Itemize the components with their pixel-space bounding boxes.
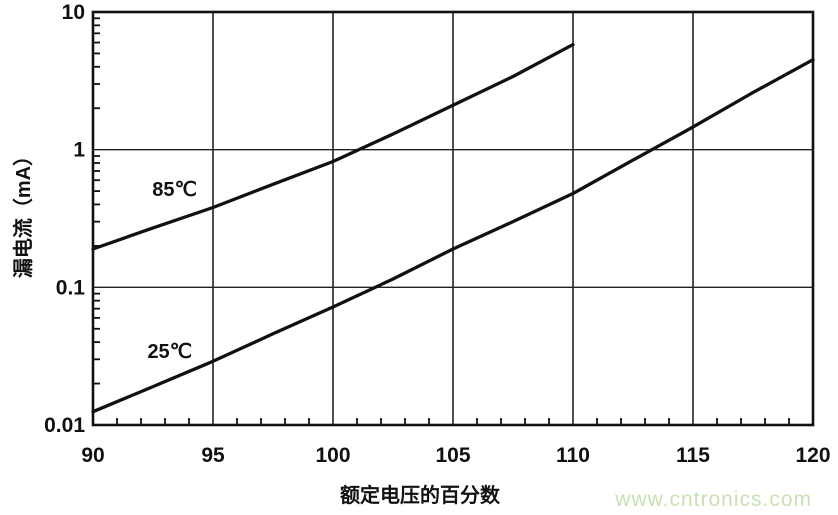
x-tick-label: 100 xyxy=(315,444,350,467)
series-curve-85 xyxy=(91,42,575,251)
tick-layer xyxy=(93,17,790,425)
series-label: 85℃ xyxy=(152,179,197,201)
plot-border xyxy=(91,10,815,427)
y-tick-label: 0.1 xyxy=(56,276,86,299)
watermark: www.cntronics.com xyxy=(614,488,812,511)
x-tick-label: 105 xyxy=(435,444,470,467)
x-axis-title: 额定电压的百分数 xyxy=(340,483,501,507)
y-axis-title: 漏电流（mA） xyxy=(11,146,35,278)
grid-layer xyxy=(91,10,815,427)
x-tick-label: 95 xyxy=(201,444,225,467)
series-curve-25 xyxy=(91,58,815,414)
curve-layer xyxy=(91,42,815,414)
y-tick-label: 10 xyxy=(62,1,85,24)
x-tick-label: 120 xyxy=(795,444,830,467)
x-tick-label: 115 xyxy=(676,444,710,467)
y-tick-label: 0.01 xyxy=(44,414,85,437)
y-tick-label: 1 xyxy=(73,139,85,162)
x-tick-label: 90 xyxy=(81,444,104,467)
label-layer: 90 95 100 105 110 115 120 10 1 0.1 0.01 85℃ 25℃ xyxy=(44,1,830,467)
series-label: 25℃ xyxy=(147,341,192,363)
x-tick-label: 110 xyxy=(556,444,590,467)
